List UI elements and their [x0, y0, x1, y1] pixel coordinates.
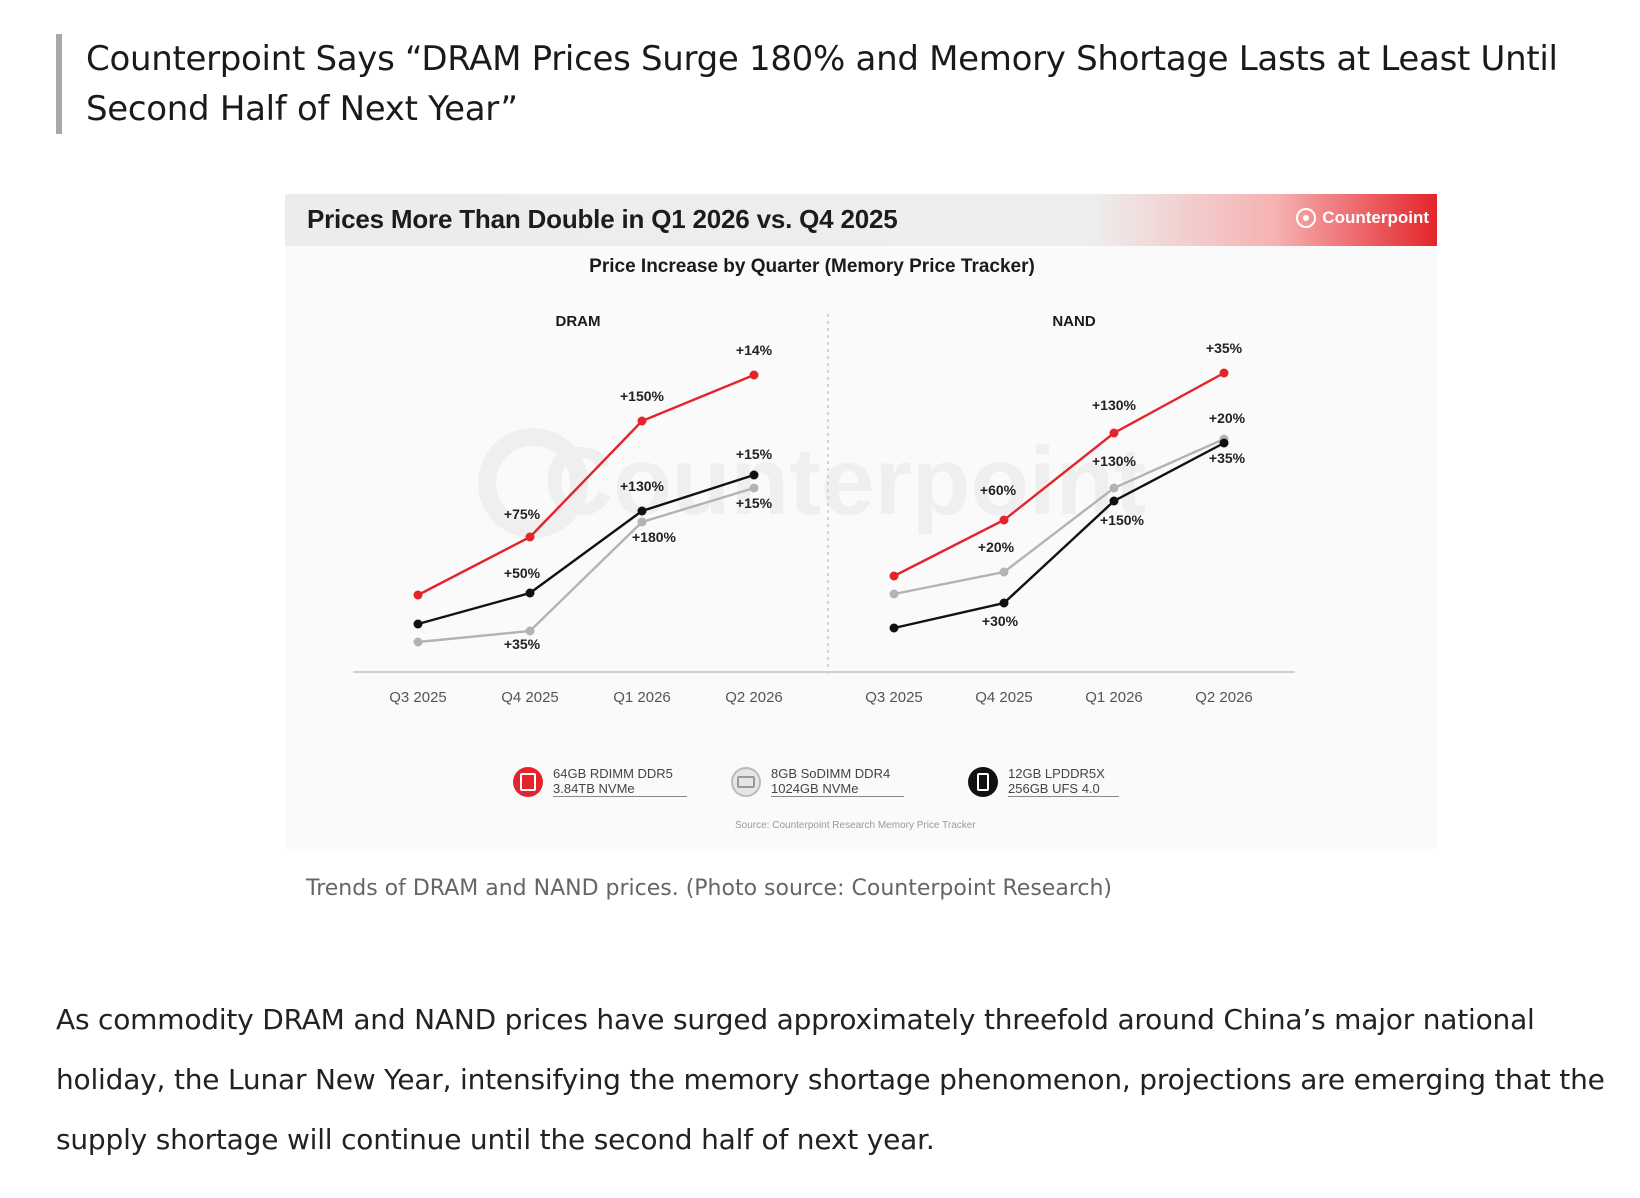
data-label: +35% — [504, 636, 541, 652]
watermark-text: Counterpoint — [544, 428, 1147, 535]
chart-figure: Prices More Than Double in Q1 2026 vs. Q… — [285, 194, 1437, 849]
data-label: +14% — [736, 342, 773, 358]
data-point — [413, 637, 423, 647]
legend-label-line2: 256GB UFS 4.0 — [1008, 781, 1100, 796]
data-point — [889, 623, 899, 633]
data-label: +130% — [1092, 453, 1137, 469]
legend-label-line1: 64GB RDIMM DDR5 — [553, 766, 673, 781]
legend-item-black: 12GB LPDDR5X 256GB UFS 4.0 — [968, 766, 1119, 797]
data-label: +30% — [982, 613, 1019, 629]
brand-name: Counterpoint — [1322, 208, 1429, 227]
data-label: +130% — [620, 478, 665, 494]
legend-label-line2: 3.84TB NVMe — [553, 781, 635, 796]
data-label: +20% — [978, 539, 1015, 555]
source-note: Source: Counterpoint Research Memory Pri… — [735, 820, 976, 831]
data-point — [889, 589, 899, 599]
data-label: +150% — [620, 388, 665, 404]
x-tick-label: Q4 2025 — [975, 689, 1033, 706]
x-tick-label: Q3 2025 — [389, 689, 447, 706]
data-label: +60% — [980, 482, 1017, 498]
data-point — [413, 590, 423, 600]
data-label: +15% — [736, 446, 773, 462]
data-label: +15% — [736, 495, 773, 511]
data-point — [637, 416, 647, 426]
data-label: +35% — [1209, 450, 1246, 466]
smartphone-icon — [968, 766, 998, 797]
data-label: +130% — [1092, 397, 1137, 413]
data-label: +20% — [1209, 410, 1246, 426]
memory-module-icon — [731, 766, 761, 797]
data-point — [1219, 368, 1229, 378]
data-label: +150% — [1100, 512, 1145, 528]
x-tick-label: Q2 2026 — [725, 689, 783, 706]
watermark-logo-icon — [478, 428, 588, 538]
data-point — [525, 626, 535, 636]
data-point — [749, 483, 759, 493]
x-tick-label: Q3 2025 — [865, 689, 923, 706]
data-point — [637, 517, 647, 527]
data-point — [1109, 496, 1119, 506]
data-label: +75% — [504, 506, 541, 522]
panel-title-dram: DRAM — [556, 313, 601, 330]
memory-chip-icon — [513, 766, 543, 797]
legend-label-line1: 12GB LPDDR5X — [1008, 766, 1105, 781]
series-line-red — [893, 371, 1225, 578]
x-tick-label: Q1 2026 — [613, 689, 671, 706]
data-point — [999, 598, 1009, 608]
legend-label-line2: 1024GB NVMe — [771, 781, 859, 796]
article-body: As commodity DRAM and NAND prices have s… — [56, 1003, 1605, 1156]
data-point — [1109, 483, 1119, 493]
series-line-gray — [417, 486, 755, 644]
x-tick-label: Q1 2026 — [1085, 689, 1143, 706]
series-line-black — [417, 473, 755, 626]
figure-caption: Trends of DRAM and NAND prices. (Photo s… — [306, 876, 1113, 901]
chart-title: Price Increase by Quarter (Memory Price … — [589, 256, 1035, 277]
series-line-red — [417, 373, 755, 597]
data-point — [413, 619, 423, 629]
legend-item-red: 64GB RDIMM DDR5 3.84TB NVMe — [513, 766, 687, 797]
data-point — [525, 532, 535, 542]
data-point — [1109, 428, 1119, 438]
series-line-black — [893, 441, 1225, 630]
x-tick-label: Q2 2026 — [1195, 689, 1253, 706]
data-label: +35% — [1206, 340, 1243, 356]
data-point — [749, 370, 759, 380]
data-label: +180% — [632, 529, 677, 545]
counterpoint-logo-icon — [1296, 208, 1317, 228]
data-point — [749, 470, 759, 480]
data-point — [1219, 438, 1229, 448]
data-point — [889, 571, 899, 581]
brand-logo: Counterpoint — [1296, 208, 1429, 228]
data-label: +50% — [504, 565, 541, 581]
data-point — [999, 515, 1009, 525]
article-header: Counterpoint Says “DRAM Prices Surge 180… — [56, 34, 1640, 134]
legend-item-gray: 8GB SoDIMM DDR4 1024GB NVMe — [731, 766, 905, 797]
figure-banner-title: Prices More Than Double in Q1 2026 vs. Q… — [307, 204, 898, 234]
x-tick-label: Q4 2025 — [501, 689, 559, 706]
data-point — [637, 506, 647, 516]
figure-banner: Prices More Than Double in Q1 2026 vs. Q… — [285, 194, 1437, 246]
legend-label-line1: 8GB SoDIMM DDR4 — [771, 766, 891, 781]
article-title: Counterpoint Says “DRAM Prices Surge 180… — [86, 39, 1558, 129]
series-line-gray — [893, 437, 1225, 596]
price-line-chart: Counterpoint Price Increase by Quarter (… — [353, 256, 1295, 706]
data-point — [999, 567, 1009, 577]
panel-title-nand: NAND — [1052, 313, 1095, 330]
data-point — [525, 588, 535, 598]
